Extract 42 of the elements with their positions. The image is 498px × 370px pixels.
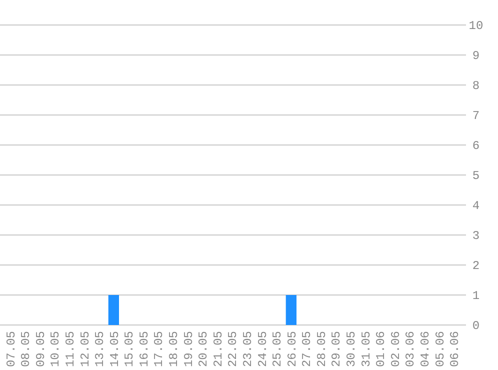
x-tick-label: 29.05 (330, 331, 344, 368)
y-tick-label: 7 (472, 109, 480, 124)
x-tick-label: 25.05 (270, 331, 285, 368)
y-tick-label: 3 (472, 229, 480, 244)
y-tick-label: 6 (472, 139, 480, 154)
x-tick-label: 13.05 (93, 331, 108, 368)
x-tick-label: 21.05 (211, 331, 226, 368)
x-tick-label: 18.05 (167, 331, 182, 368)
x-tick-label: 08.05 (19, 331, 34, 368)
x-tick-label: 03.06 (404, 331, 418, 368)
x-tick-label: 06.06 (448, 331, 462, 368)
x-tick-label: 22.05 (226, 331, 240, 368)
x-tick-label: 09.05 (34, 331, 48, 368)
x-tick-label: 27.05 (300, 331, 314, 368)
x-tick-label: 02.06 (388, 331, 403, 368)
x-tick-label: 23.05 (240, 331, 255, 368)
y-tick-label: 1 (472, 289, 480, 304)
x-tick-label: 04.06 (418, 331, 432, 368)
x-tick-label: 16.05 (137, 331, 152, 368)
x-tick-label: 26.05 (285, 331, 300, 368)
x-tick-label: 07.05 (4, 331, 18, 368)
x-tick-label: 05.06 (433, 331, 448, 368)
y-tick-label: 2 (472, 259, 480, 274)
x-tick-label: 17.05 (152, 331, 166, 368)
y-tick-label: 5 (472, 169, 480, 184)
x-tick-label: 15.05 (122, 331, 137, 368)
x-tick-label: 20.05 (196, 331, 211, 368)
y-tick-label: 10 (468, 19, 484, 34)
x-tick-label: 11.05 (64, 331, 78, 368)
x-tick-label: 24.05 (256, 331, 270, 368)
x-tick-label: 28.05 (314, 331, 329, 368)
y-tick-label: 0 (472, 319, 480, 334)
y-tick-label: 9 (472, 49, 480, 64)
x-tick-label: 30.05 (344, 331, 359, 368)
x-tick-label: 19.05 (182, 331, 196, 368)
x-tick-label: 14.05 (108, 331, 122, 368)
y-tick-label: 4 (472, 199, 480, 214)
x-tick-label: 10.05 (48, 331, 63, 368)
x-tick-label: 12.05 (78, 331, 92, 368)
x-tick-label: 31.05 (359, 331, 374, 368)
x-tick-label: 01.06 (374, 331, 388, 368)
y-tick-label: 8 (472, 79, 480, 94)
